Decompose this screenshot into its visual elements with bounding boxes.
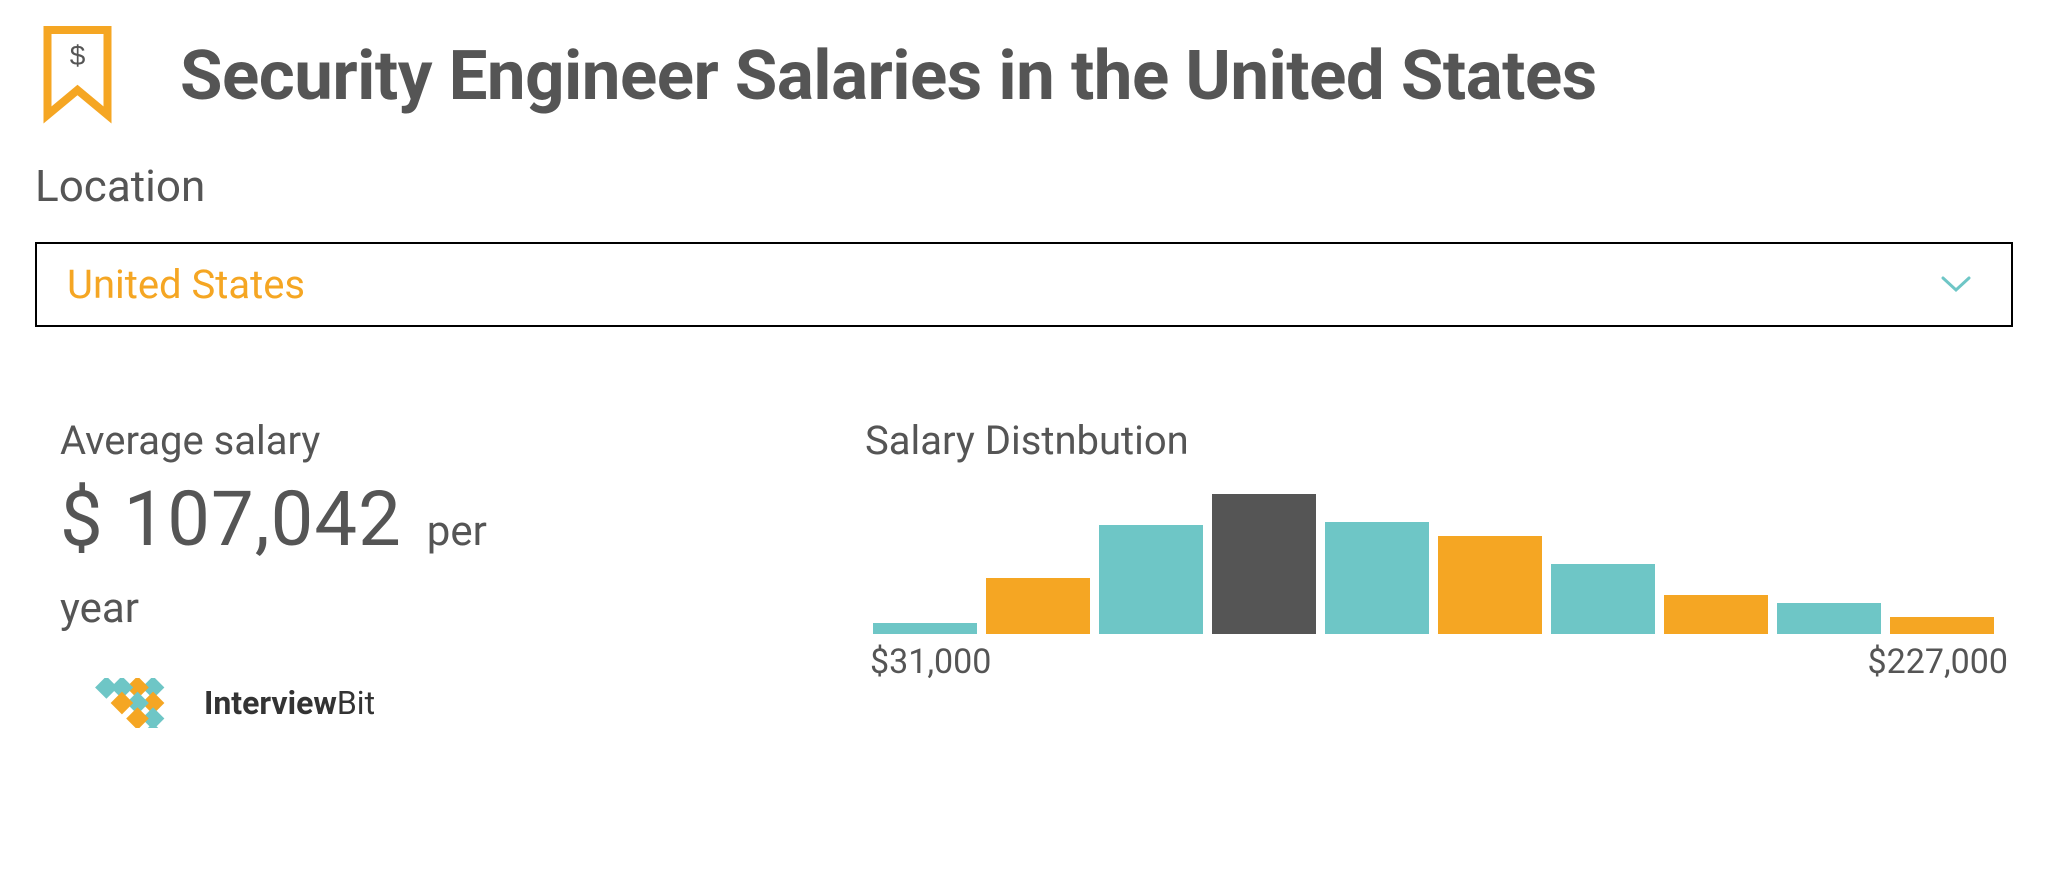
chart-bar (1325, 522, 1429, 634)
salary-distribution-block: Salary Distnbution $31,000 $227,000 (865, 417, 2013, 728)
location-label: Location (35, 160, 2013, 212)
chart-bar (873, 623, 977, 634)
bookmark-dollar-icon: $ (35, 25, 120, 125)
chart-bar (1099, 525, 1203, 634)
chart-axis-min: $31,000 (870, 642, 991, 682)
chevron-down-icon (1941, 276, 1971, 294)
chart-bar (1438, 536, 1542, 634)
page-title: Security Engineer Salaries in the United… (180, 35, 1597, 116)
average-salary-per: per (427, 507, 487, 556)
chart-bar (1551, 564, 1655, 634)
average-salary-unit: year (60, 584, 785, 633)
chart-bar (1212, 494, 1316, 634)
location-selected-value: United States (67, 261, 305, 308)
brand-diamond-icon (85, 678, 190, 728)
brand-text: InterviewBit (204, 684, 375, 722)
chart-axis-max: $227,000 (1868, 642, 2008, 682)
chart-bar (986, 578, 1090, 634)
chart-axis: $31,000 $227,000 (865, 642, 2013, 682)
average-salary-block: Average salary $ 107,042 per year (35, 417, 785, 728)
location-select[interactable]: United States (35, 242, 2013, 327)
average-salary-value: $ 107,042 (60, 474, 402, 564)
brand-logo: InterviewBit (60, 678, 785, 728)
chart-bar (1777, 603, 1881, 634)
chart-bar (1664, 595, 1768, 634)
chart-bars (865, 494, 2013, 634)
svg-text:$: $ (70, 40, 86, 71)
chart-title: Salary Distnbution (865, 417, 2013, 464)
average-salary-label: Average salary (60, 417, 785, 464)
chart-bar (1890, 617, 1994, 634)
